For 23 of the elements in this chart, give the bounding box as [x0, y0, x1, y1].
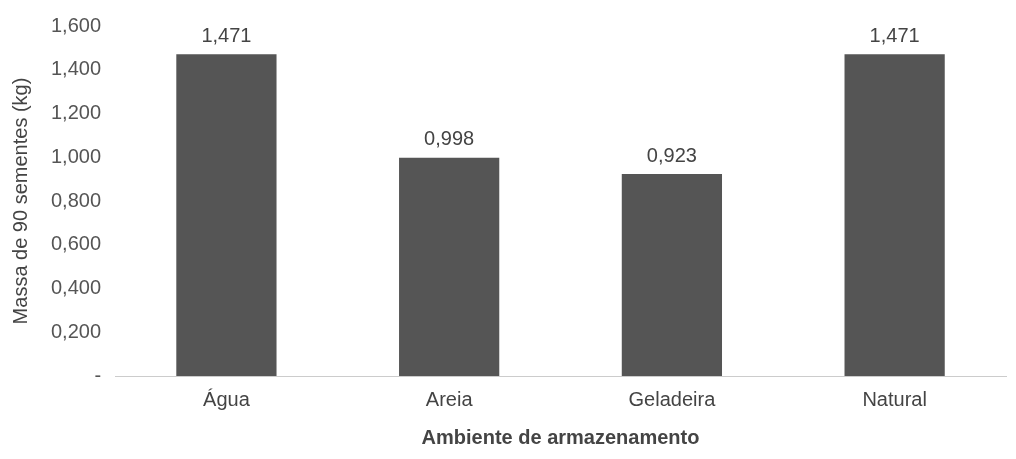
x-tick-label: Natural [862, 387, 927, 410]
y-tick-label: 1,400 [50, 57, 102, 80]
y-tick-label: 0,200 [50, 319, 102, 342]
bar [176, 54, 277, 376]
y-tick-label: 1,200 [50, 101, 102, 124]
y-tick-label: - [94, 363, 102, 386]
data-label: 1,471 [201, 23, 252, 46]
y-tick-label: 0,800 [50, 188, 102, 211]
bar [399, 157, 500, 376]
data-label: 0,923 [646, 143, 697, 166]
y-tick-label: 1,600 [50, 13, 102, 36]
data-label: 0,998 [424, 127, 475, 150]
x-axis-title: Ambiente de armazenamento [421, 425, 700, 448]
x-tick-label: Água [203, 387, 251, 410]
y-tick-label: 0,600 [50, 232, 102, 255]
y-tick-label: 1,000 [50, 144, 102, 167]
x-tick-label: Areia [425, 387, 474, 410]
x-tick-label: Geladeira [628, 387, 717, 410]
bar [844, 54, 945, 376]
data-label: 1,471 [869, 23, 920, 46]
y-axis-title: Massa de 90 sementes (kg) [8, 77, 31, 325]
bar [621, 174, 723, 376]
y-tick-label: 0,400 [50, 276, 102, 299]
